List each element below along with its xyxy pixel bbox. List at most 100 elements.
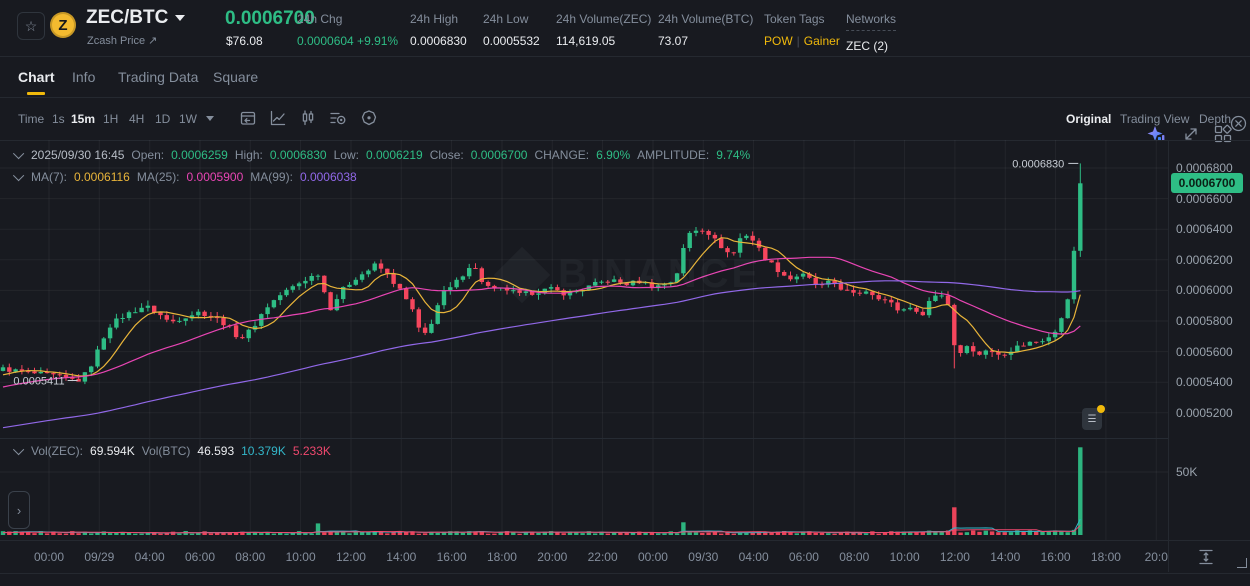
price-tick: 0.0006800: [1176, 161, 1233, 175]
time-tick: 18:00: [1090, 550, 1121, 564]
ma25-value: 0.0005900: [186, 170, 244, 184]
time-tick: 00:00: [33, 550, 65, 564]
low-value: 0.0006219: [365, 148, 423, 162]
fullscreen-expand-icon[interactable]: [1181, 124, 1201, 144]
token-tags: Token Tags POW | Gainer: [764, 12, 840, 48]
time-tick: 04:00: [738, 550, 769, 564]
time-labels: 00:00 09/29 04:00 06:00 08:00 10:00 12:00 14:00…: [0, 541, 1168, 573]
stat-24h-chg: 24h Chg 0.0000604 +9.91%: [297, 12, 399, 48]
volume-info-row: Vol(ZEC): 69.594K Vol(BTC) 46.593 10.379…: [12, 443, 331, 458]
candlestick-chart[interactable]: 0.0006830 0.0005411: [0, 140, 1168, 540]
panel-expander-button[interactable]: ›: [8, 491, 30, 529]
close-value: 0.0006700: [470, 148, 528, 162]
time-tick: 10:00: [285, 550, 316, 564]
time-tick: 14:00: [990, 550, 1021, 564]
chevron-down-icon: [206, 116, 214, 121]
price-tick: 0.0005200: [1176, 405, 1233, 420]
star-icon: ☆: [24, 17, 38, 34]
pair-label: ZEC/BTC: [86, 7, 169, 28]
last-price-usd: $76.08: [226, 34, 263, 48]
zcash-price-link[interactable]: Zcash Price ↗: [87, 35, 158, 47]
time-tick: 00:00: [637, 550, 668, 564]
high-value: 0.0006830: [269, 148, 327, 162]
indicators-icon[interactable]: [329, 109, 347, 127]
layout-grid-icon[interactable]: [1213, 124, 1233, 144]
interval-1w[interactable]: 1W: [179, 111, 197, 126]
header: ☆ Z ZEC/BTC Zcash Price ↗ 0.0006700 $76.…: [0, 0, 1250, 57]
settings-gear-icon[interactable]: [360, 109, 378, 127]
time-tick: 16:00: [436, 550, 467, 564]
tab-trading-data[interactable]: Trading Data: [118, 68, 199, 85]
time-tick: 18:00: [486, 550, 517, 564]
tab-chart[interactable]: Chart: [18, 56, 55, 97]
candlestick-style-icon[interactable]: [299, 109, 317, 127]
time-tick: 12:00: [939, 550, 970, 564]
tag-gainer[interactable]: Gainer: [803, 34, 840, 48]
ma99-value: 0.0006038: [299, 170, 357, 184]
candle-datetime: 2025/09/30 16:45: [31, 148, 125, 162]
svg-text:0.0006830: 0.0006830: [1012, 158, 1064, 170]
time-tick: 12:00: [335, 550, 366, 564]
interval-1d[interactable]: 1D: [155, 111, 171, 126]
ohlc-info-row: 2025/09/30 16:45 Open: 0.0006259 High: 0.0…: [12, 147, 751, 162]
external-link-icon: ↗: [148, 35, 158, 47]
mode-original[interactable]: Original: [1066, 111, 1112, 126]
zcash-coin-icon: Z: [50, 12, 76, 38]
vol-ma-fast-value: 10.379K: [241, 444, 286, 458]
axis-scale-icon[interactable]: [1197, 549, 1215, 565]
price-tick: 0.0005800: [1176, 314, 1233, 328]
chart-style-icon[interactable]: [269, 109, 287, 127]
interval-1h[interactable]: 1H: [103, 111, 119, 126]
mode-trading-view[interactable]: Trading View: [1120, 111, 1190, 126]
stat-24h-high: 24h High 0.0006830: [410, 12, 467, 48]
jump-to-date-icon[interactable]: [239, 109, 257, 127]
chevron-down-icon: [175, 15, 186, 21]
interval-more-dropdown[interactable]: [206, 97, 214, 140]
tab-info[interactable]: Info: [72, 68, 96, 85]
time-tick: 08:00: [235, 550, 266, 564]
axis-divider: [1168, 140, 1169, 572]
price-axis[interactable]: 0.0006700 0.0006800 0.0006600 0.0006400 0.0…: [1168, 140, 1250, 540]
price-tick: 0.0006000: [1176, 283, 1233, 298]
stat-24h-volume-btc: 24h Volume(BTC) 73.07: [658, 12, 754, 48]
mode-depth[interactable]: Depth: [1199, 111, 1232, 126]
svg-text:0.0005411: 0.0005411: [13, 376, 64, 388]
time-tick: 04:00: [134, 550, 165, 564]
news-marker-icon[interactable]: ☰: [1082, 405, 1105, 430]
networks-value[interactable]: ZEC (2): [846, 39, 888, 53]
resize-corner-icon[interactable]: [1237, 558, 1247, 568]
amplitude-value: 9.74%: [716, 148, 751, 162]
interval-1s[interactable]: 1s: [52, 111, 65, 126]
price-tick: 0.0005600: [1176, 344, 1233, 359]
close-icon[interactable]: [1230, 115, 1247, 132]
vol-btc-value: 46.593: [197, 444, 235, 458]
price-tick: 0.0006600: [1176, 191, 1233, 206]
networks: Networks ZEC (2): [846, 12, 897, 53]
favorite-star-button[interactable]: ☆: [17, 12, 45, 40]
tab-square[interactable]: Square: [213, 68, 259, 85]
time-tick: 20:0: [1144, 550, 1168, 564]
ma7-value: 0.0006116: [74, 170, 130, 184]
time-tick: 08:00: [839, 550, 870, 564]
volume-tick: 50K: [1176, 465, 1198, 479]
vol-zec-value: 69.594K: [90, 444, 135, 458]
vol-ma-slow-value: 5.233K: [292, 444, 331, 458]
tag-pow[interactable]: POW: [764, 34, 793, 48]
chart-region: 0.0006830 0.0005411 BINANCE 2025/09/30 16…: [0, 140, 1250, 574]
time-tick: 16:00: [1040, 550, 1071, 564]
tab-bar: Chart Info Trading Data Square: [0, 56, 1250, 143]
interval-4h[interactable]: 4H: [129, 111, 145, 126]
last-price: 0.0006700: [225, 8, 315, 29]
chart-toolbar: Time 1s 15m 1H 4H 1D 1W Original Trading…: [0, 97, 1250, 141]
time-tick: 09/29: [84, 550, 115, 564]
time-tick: 10:00: [889, 550, 920, 564]
ma-info-row: MA(7): 0.0006116 MA(25): 0.0005900 MA(99):…: [12, 169, 357, 184]
stat-24h-low: 24h Low 0.0005532: [483, 12, 540, 48]
time-axis[interactable]: 00:00 09/29 04:00 06:00 08:00 10:00 12:00 14:00…: [0, 540, 1250, 574]
time-tick: 06:00: [184, 550, 215, 564]
stat-24h-volume-zec: 24h Volume(ZEC) 114,619.05: [556, 12, 652, 48]
interval-time[interactable]: Time: [18, 111, 45, 126]
interval-15m[interactable]: 15m: [71, 111, 96, 126]
last-price-badge: 0.0006700: [1171, 173, 1243, 194]
pair-selector[interactable]: ZEC/BTC: [86, 7, 186, 29]
